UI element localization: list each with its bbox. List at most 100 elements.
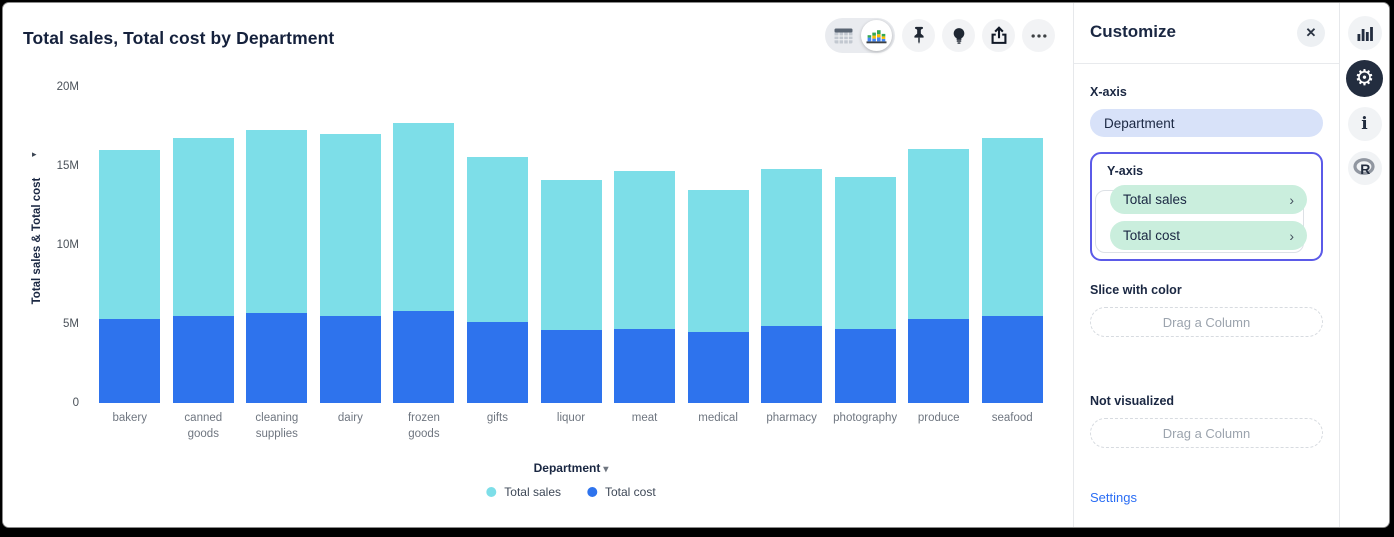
x-axis-title[interactable]: Department ▾ (533, 461, 609, 475)
y-axis-column-pill-total-cost[interactable]: Total cost › (1110, 221, 1307, 250)
legend-label: Total cost (605, 485, 656, 499)
rail-chart-button[interactable] (1347, 16, 1382, 50)
chart-toolbar (825, 18, 1055, 53)
pin-button[interactable] (902, 19, 935, 52)
x-axis-tick-label: bakery (112, 412, 148, 424)
r-logo-icon: R (1353, 158, 1375, 177)
table-icon (834, 28, 853, 43)
chart-bars-icon (1357, 27, 1373, 41)
close-button[interactable]: ✕ (1297, 19, 1325, 47)
bar-segment-total-cost-meat[interactable] (614, 328, 676, 403)
settings-gear-icon: ⚙ (1354, 65, 1375, 91)
bar-segment-total-sales-frozen-goods[interactable] (393, 123, 455, 312)
y-axis-tick-label: 10M (56, 239, 79, 251)
customize-title: Customize (1090, 22, 1176, 41)
bar-segment-total-cost-dairy[interactable] (319, 316, 381, 403)
bar-segment-total-cost-pharmacy[interactable] (761, 325, 823, 403)
chevron-right-icon: › (1289, 191, 1294, 208)
x-axis-tick-label: canned goods (184, 412, 223, 440)
app-window: Total sales, Total cost by Department (2, 2, 1390, 528)
rail-info-button[interactable]: i (1347, 107, 1382, 141)
rail-settings-button[interactable]: ⚙ (1346, 60, 1383, 97)
legend-dot-icon (486, 487, 497, 497)
x-axis-tick-label: dairy (337, 412, 363, 424)
bar-segment-total-sales-meat[interactable] (614, 170, 676, 329)
right-rail: ⚙ i R (1339, 3, 1389, 527)
bar-segment-total-sales-bakery[interactable] (99, 150, 161, 320)
chart-title: Total sales, Total cost by Department (23, 28, 335, 48)
y-axis-section-label: Y-axis (1107, 164, 1144, 178)
y-axis-tick-label: 0 (72, 397, 79, 409)
bar-segment-total-sales-dairy[interactable] (319, 134, 381, 317)
pin-icon (913, 26, 924, 44)
x-axis-tick-label: liquor (556, 412, 586, 424)
legend-dot-icon (587, 487, 597, 497)
x-axis-tick-label: gifts (486, 412, 508, 424)
ellipsis-icon (1031, 33, 1046, 38)
x-axis-tick-label: photography (833, 412, 898, 424)
y-axis-column-pill-total-sales[interactable]: Total sales › (1110, 185, 1307, 214)
slice-with-color-label: Slice with color (1090, 283, 1182, 297)
legend-label: Total sales (504, 485, 561, 499)
chevron-right-icon: › (1289, 227, 1294, 244)
bar-segment-total-sales-cleaning-supplies[interactable] (246, 129, 308, 313)
bar-segment-total-sales-liquor[interactable] (540, 180, 602, 331)
bar-segment-total-cost-frozen-goods[interactable] (393, 311, 455, 403)
y-axis-tick-label: 5M (63, 318, 79, 330)
bar-segment-total-sales-medical[interactable] (687, 189, 749, 332)
x-axis-tick-label: frozen goods (407, 412, 440, 440)
x-axis-tick-label: medical (698, 412, 738, 424)
bar-segment-total-cost-liquor[interactable] (540, 330, 602, 403)
share-icon (991, 25, 1006, 44)
share-button[interactable] (982, 19, 1015, 52)
chevron-down-icon: ▾ (603, 464, 609, 475)
chart-view-button[interactable] (861, 20, 892, 51)
bar-segment-total-cost-canned-goods[interactable] (172, 316, 234, 403)
bar-segment-total-sales-canned-goods[interactable] (172, 137, 234, 317)
info-icon: i (1361, 114, 1368, 134)
bar-segment-total-cost-produce[interactable] (908, 319, 970, 403)
y-axis-tick-label: 15M (56, 160, 79, 172)
bar-segment-total-sales-pharmacy[interactable] (761, 169, 823, 326)
y-axis-group: Y-axis Total sales › Total cost › (1090, 152, 1323, 261)
x-axis-section-label: X-axis (1090, 85, 1127, 99)
legend-item-total-cost[interactable]: Total cost (587, 485, 656, 499)
not-visualized-label: Not visualized (1090, 394, 1175, 408)
x-axis-tick-label: produce (917, 412, 960, 424)
bar-segment-total-sales-seafood[interactable] (981, 137, 1043, 317)
x-axis-tick-label: seafood (991, 412, 1033, 424)
slice-with-color-dropzone[interactable]: Drag a Column (1090, 307, 1323, 337)
x-axis-tick-label: meat (631, 412, 658, 424)
stacked-chart-icon (866, 29, 887, 43)
bar-segment-total-cost-medical[interactable] (687, 331, 749, 403)
table-view-button[interactable] (828, 20, 859, 51)
chart-area: Total sales, Total cost by Department (3, 3, 1073, 527)
x-axis-column-pill[interactable]: Department (1090, 109, 1323, 137)
y-axis-title-arrow-icon: ▸ (32, 149, 37, 159)
not-visualized-dropzone[interactable]: Drag a Column (1090, 418, 1323, 448)
x-axis-tick-label: pharmacy (766, 412, 817, 424)
legend-item-total-sales[interactable]: Total sales (486, 485, 561, 499)
bar-segment-total-cost-gifts[interactable] (466, 322, 528, 403)
customize-header: Customize ✕ (1074, 3, 1339, 64)
svg-text:R: R (1360, 161, 1370, 177)
settings-link[interactable]: Settings (1090, 490, 1137, 505)
customize-body: X-axis Department Y-axis Total sales › T… (1074, 85, 1339, 505)
more-options-button[interactable] (1022, 19, 1055, 52)
bar-segment-total-cost-seafood[interactable] (981, 316, 1043, 403)
close-icon: ✕ (1305, 25, 1317, 40)
customize-panel: Customize ✕ X-axis Department Y-axis Tot… (1073, 3, 1339, 527)
bar-segment-total-sales-gifts[interactable] (466, 156, 528, 323)
bar-segment-total-cost-photography[interactable] (834, 328, 896, 403)
insights-button[interactable] (942, 19, 975, 52)
rail-r-button[interactable]: R (1347, 151, 1382, 185)
x-axis-tick-label: cleaning supplies (255, 412, 299, 440)
bar-segment-total-cost-bakery[interactable] (99, 319, 161, 403)
bar-segment-total-cost-cleaning-supplies[interactable] (246, 312, 308, 403)
chart-legend: Total sales Total cost (486, 485, 656, 499)
bar-segment-total-sales-photography[interactable] (834, 177, 896, 329)
y-axis-tick-label: 20M (56, 81, 79, 93)
view-toggle[interactable] (825, 18, 895, 53)
lightbulb-icon (953, 27, 964, 44)
bar-segment-total-sales-produce[interactable] (908, 148, 970, 320)
